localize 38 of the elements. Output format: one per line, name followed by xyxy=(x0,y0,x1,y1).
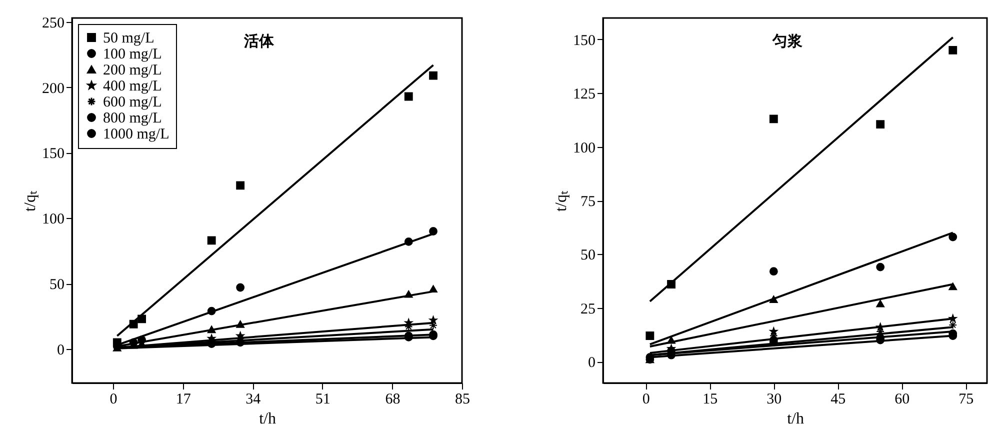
y-tick-label: 125 xyxy=(573,86,596,103)
y-tick-label: 0 xyxy=(57,342,64,358)
y-tick-label: 200 xyxy=(42,80,64,97)
y-tick-label: 250 xyxy=(42,15,64,32)
x-tick-label: 17 xyxy=(176,392,192,408)
y-tick-label: 100 xyxy=(573,140,596,156)
y-tick-label: 150 xyxy=(42,146,64,162)
y-axis-title: t/qₜ xyxy=(553,190,570,212)
x-tick-label: 30 xyxy=(766,392,782,408)
y-tick-label: 100 xyxy=(42,212,64,228)
legend-label: 50 mg/L xyxy=(103,30,154,46)
x-tick-label: 0 xyxy=(110,392,118,408)
y-tick-label: 150 xyxy=(573,32,596,49)
x-tick-label: 0 xyxy=(642,392,650,408)
y-axis-title: t/qₜ xyxy=(22,190,39,212)
text: 活体 xyxy=(243,32,276,50)
x-tick-label: 45 xyxy=(830,392,846,408)
x-tick-label: 60 xyxy=(894,392,910,408)
x-tick-label: 34 xyxy=(246,392,262,408)
x-tick-label: 68 xyxy=(385,392,400,408)
y-tick-label: 25 xyxy=(580,301,596,318)
legend-label: 100 mg/L xyxy=(103,46,162,62)
x-axis-title: t/h xyxy=(787,410,804,428)
y-tick-label: 0 xyxy=(588,355,596,372)
x-axis-title: t/h xyxy=(259,410,276,428)
text: 匀浆 xyxy=(771,32,802,50)
legend-label: 600 mg/L xyxy=(103,94,162,110)
x-tick-label: 85 xyxy=(455,392,470,408)
y-tick-label: 50 xyxy=(580,248,596,264)
x-tick-label: 75 xyxy=(958,392,974,408)
x-tick-label: 51 xyxy=(315,392,330,408)
legend-label: 1000 mg/L xyxy=(103,126,170,142)
legend-label: 800 mg/L xyxy=(103,110,162,126)
y-tick-label: 50 xyxy=(50,277,64,294)
x-tick-label: 15 xyxy=(702,392,718,408)
legend-label: 200 mg/L xyxy=(103,62,162,78)
legend-label: 400 mg/L xyxy=(103,78,162,94)
y-tick-label: 75 xyxy=(580,194,596,210)
